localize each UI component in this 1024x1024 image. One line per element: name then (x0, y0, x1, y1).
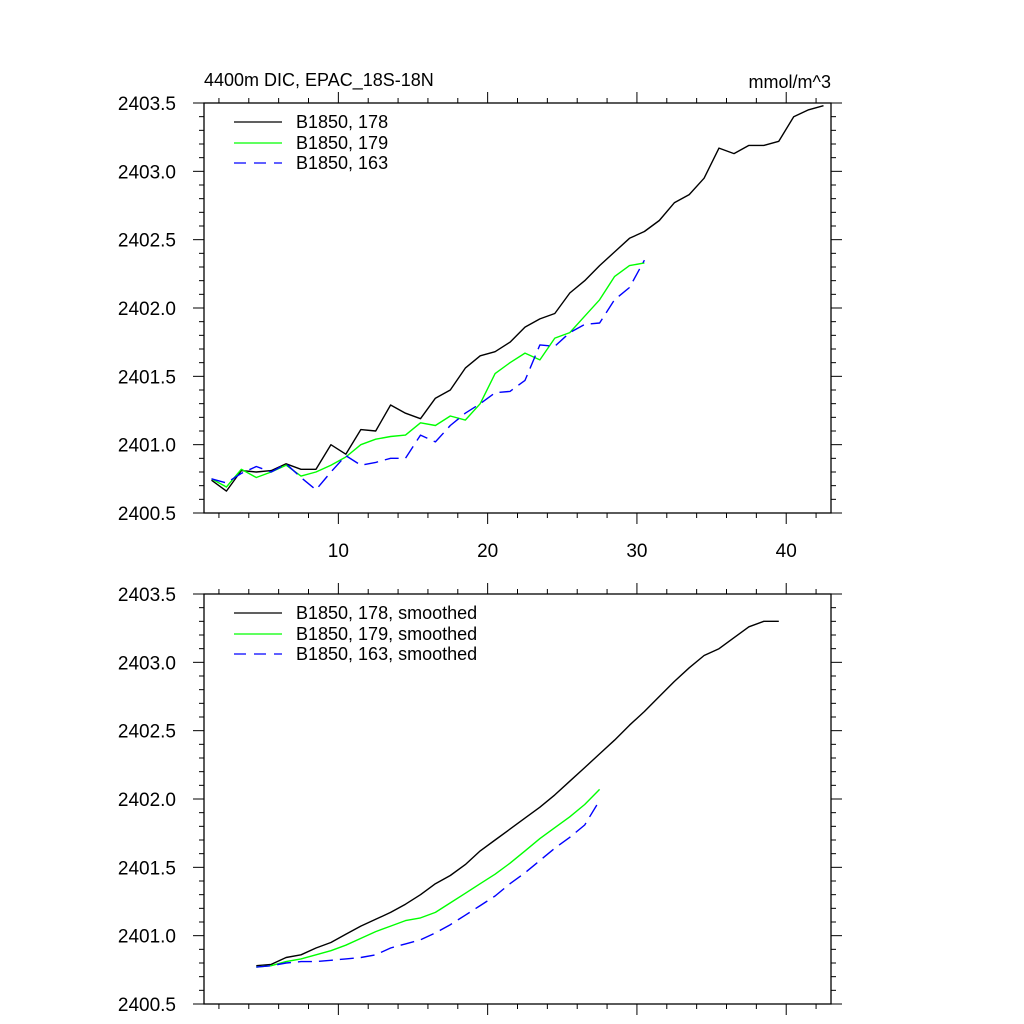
units-label: mmol/m^3 (749, 72, 831, 92)
series-line-1 (256, 788, 601, 968)
x-tick-labels: 10 20 30 40 (328, 541, 797, 562)
y-tick-label: 2401.0 (118, 927, 176, 948)
y-tick-label: 2400.5 (118, 995, 176, 1016)
y-tick-label: 2401.5 (118, 858, 176, 879)
y-tick-label: 2401.5 (118, 367, 176, 388)
y-tick-label: 2402.0 (118, 790, 176, 811)
legend: B1850, 178, smoothed B1850, 179, smoothe… (234, 603, 477, 664)
series-line-2 (256, 800, 601, 968)
y-tick-label: 2402.0 (118, 299, 176, 320)
legend-label-179: B1850, 179 (296, 133, 388, 153)
series-line-0 (211, 105, 824, 492)
x-tick-label: 30 (626, 541, 647, 562)
bottom-panel: 2400.5 2401.0 2401.5 2402.0 2402.5 2403.… (118, 583, 842, 1016)
y-tick-label: 2403.5 (118, 585, 176, 606)
y-tick-label: 2400.5 (118, 504, 176, 525)
top-panel: 4400m DIC, EPAC_18S-18N mmol/m^3 2400.5 … (118, 70, 842, 562)
y-tick-label: 2403.0 (118, 162, 176, 183)
legend: B1850, 178 B1850, 179 B1850, 163 (234, 112, 388, 173)
y-tick-labels: 2400.5 2401.0 2401.5 2402.0 2402.5 2403.… (118, 585, 176, 1016)
y-tick-labels: 2400.5 2401.0 2401.5 2402.0 2402.5 2403.… (118, 94, 176, 525)
tick-marks (193, 583, 842, 1015)
y-tick-label: 2401.0 (118, 436, 176, 457)
legend-label-178-smoothed: B1850, 178, smoothed (296, 603, 477, 623)
tick-marks (193, 92, 842, 524)
series-line-2 (211, 259, 646, 491)
y-tick-label: 2403.0 (118, 653, 176, 674)
x-tick-label: 20 (477, 541, 498, 562)
x-tick-label: 40 (776, 541, 797, 562)
series-lines (256, 620, 779, 968)
legend-label-179-smoothed: B1850, 179, smoothed (296, 624, 477, 644)
chart-title: 4400m DIC, EPAC_18S-18N (204, 70, 434, 91)
y-tick-label: 2402.5 (118, 231, 176, 252)
series-lines (211, 105, 824, 492)
y-tick-label: 2402.5 (118, 722, 176, 743)
legend-label-178: B1850, 178 (296, 112, 388, 132)
legend-label-163-smoothed: B1850, 163, smoothed (296, 644, 477, 664)
x-tick-label: 10 (328, 541, 349, 562)
series-line-1 (211, 262, 645, 488)
series-line-0 (256, 620, 779, 967)
legend-label-163: B1850, 163 (296, 153, 388, 173)
y-tick-label: 2403.5 (118, 94, 176, 115)
